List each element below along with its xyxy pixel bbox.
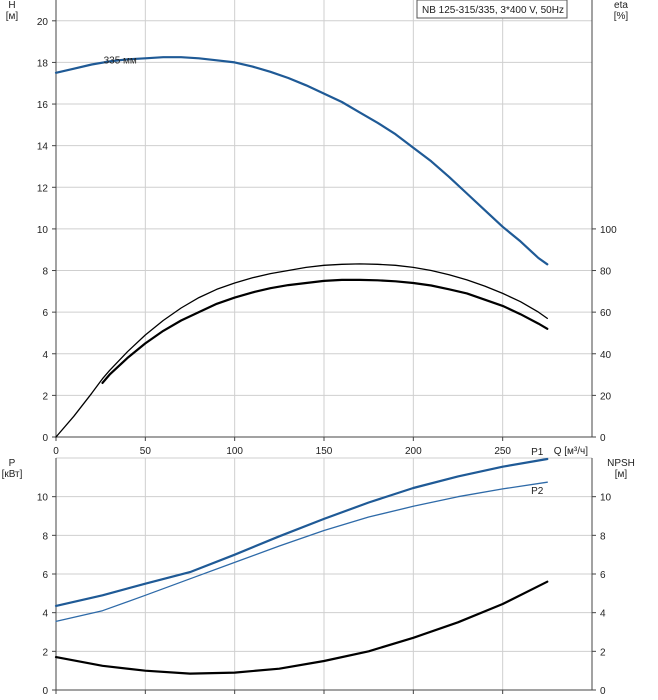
series-label-1-0: P1 <box>531 447 544 458</box>
y-tick-label-left-1-0: 0 <box>42 686 48 697</box>
y-tick-label-left-1-3: 6 <box>42 570 48 581</box>
y-tick-label-right-0-0: 0 <box>600 433 606 444</box>
series-line-1-1 <box>55 481 548 623</box>
series-label-1-1: P2 <box>531 486 544 497</box>
y-tick-label-left-1-5: 10 <box>37 493 49 504</box>
y-tick-label-left-0-5: 10 <box>37 225 49 236</box>
y-axis-title-right-1: NPSH[м] <box>607 458 635 480</box>
y-tick-label-right-1-1: 2 <box>600 647 606 658</box>
chart-title-frame <box>416 0 568 19</box>
series-label-0-0: 335 мм <box>104 55 137 66</box>
y-axis-title-left-0-line-0: H <box>8 0 15 11</box>
y-axis-title-left-1: P[кВт] <box>2 458 23 480</box>
y-axis-title-left-1-line-1: [кВт] <box>2 469 23 480</box>
x-tick-label-0-4: 200 <box>405 446 422 457</box>
series-line-0-2 <box>101 278 549 384</box>
y-tick-label-left-0-6: 12 <box>37 183 49 194</box>
y-axis-title-right-1-line-0: NPSH <box>607 458 635 469</box>
x-tick-label-0-5: 250 <box>494 446 511 457</box>
y-tick-label-left-0-3: 6 <box>42 308 48 319</box>
y-tick-label-left-0-0: 0 <box>42 433 48 444</box>
y-tick-label-right-1-5: 10 <box>600 493 612 504</box>
y-tick-label-left-0-7: 14 <box>37 142 49 153</box>
y-tick-label-right-0-3: 60 <box>600 308 612 319</box>
x-tick-label-0-2: 100 <box>226 446 243 457</box>
series-line-0-0 <box>54 56 549 266</box>
y-tick-label-left-0-1: 2 <box>42 391 48 402</box>
series-line-1-2 <box>54 580 549 675</box>
y-axis-title-left-0: H[м] <box>6 0 19 22</box>
series-line-0-1 <box>55 263 548 438</box>
y-tick-label-right-1-2: 4 <box>600 609 606 620</box>
y-tick-label-right-0-1: 20 <box>600 391 612 402</box>
series-line-1-0 <box>54 457 549 608</box>
y-tick-label-left-0-4: 8 <box>42 267 48 278</box>
y-axis-title-right-1-line-1: [м] <box>615 469 628 480</box>
x-tick-label-0-1: 50 <box>140 446 152 457</box>
y-axis-title-left-1-line-0: P <box>9 458 16 469</box>
y-tick-label-left-0-9: 18 <box>37 58 49 69</box>
y-axis-title-right-0: eta[%] <box>614 0 629 22</box>
y-axis-title-right-0-line-0: eta <box>614 0 628 11</box>
y-axis-title-right-0-line-1: [%] <box>614 11 629 22</box>
y-tick-label-left-0-2: 4 <box>42 350 48 361</box>
y-tick-label-left-1-2: 4 <box>42 609 48 620</box>
y-tick-label-right-0-5: 100 <box>600 225 617 236</box>
y-tick-label-left-1-1: 2 <box>42 647 48 658</box>
y-tick-label-right-1-4: 8 <box>600 531 606 542</box>
chart-title-box: NB 125-315/335, 3*400 V, 50Hz <box>416 0 568 19</box>
y-tick-label-right-1-3: 6 <box>600 570 606 581</box>
y-tick-label-right-0-4: 80 <box>600 267 612 278</box>
y-tick-label-left-1-4: 8 <box>42 531 48 542</box>
x-axis-title: Q [м³/ч] <box>554 446 589 457</box>
y-tick-label-right-1-0: 0 <box>600 686 606 697</box>
chart-title: NB 125-315/335, 3*400 V, 50Hz <box>422 5 564 16</box>
y-tick-label-left-0-10: 20 <box>37 17 49 28</box>
y-tick-label-right-0-2: 40 <box>600 350 612 361</box>
y-tick-label-left-0-8: 16 <box>37 100 49 111</box>
y-axis-title-left-0-line-1: [м] <box>6 11 19 22</box>
x-tick-label-0-3: 150 <box>316 446 333 457</box>
x-tick-label-0-0: 0 <box>53 446 59 457</box>
